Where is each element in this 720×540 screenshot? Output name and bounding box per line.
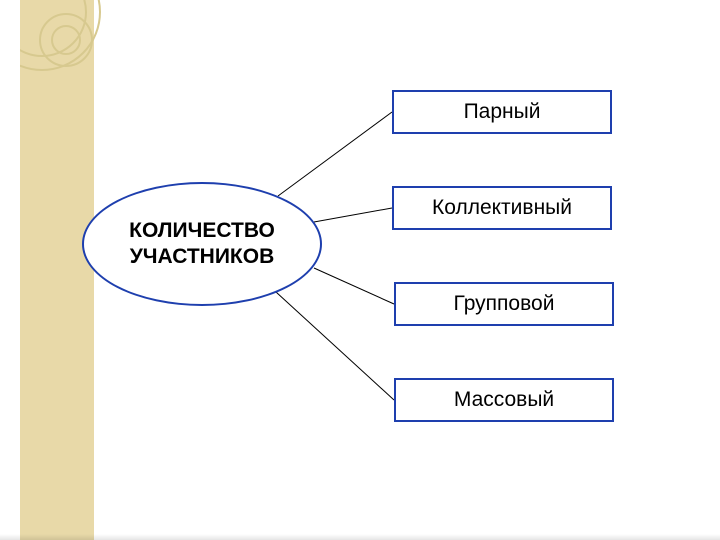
center-label-line2: УЧАСТНИКОВ [129,244,275,270]
leaf-label: Коллективный [432,196,572,220]
center-label-line1: КОЛИЧЕСТВО [129,218,275,244]
leaf-node-group: Групповой [394,282,614,326]
corner-swirl-icon [20,0,140,120]
center-node: КОЛИЧЕСТВО УЧАСТНИКОВ [82,182,322,306]
connector-line [314,268,394,304]
leaf-label: Массовый [454,388,554,412]
connector-line [314,208,392,222]
decorative-sidebar [20,0,94,540]
leaf-label: Групповой [454,292,555,316]
leaf-node-pair: Парный [392,90,612,134]
leaf-node-mass: Массовый [394,378,614,422]
connector-line [276,292,394,400]
page-bottom-shadow [0,534,720,540]
connector-line [278,112,392,196]
leaf-node-collective: Коллективный [392,186,612,230]
slide-canvas: КОЛИЧЕСТВО УЧАСТНИКОВ Парный Коллективный… [0,0,720,540]
leaf-label: Парный [464,100,541,124]
